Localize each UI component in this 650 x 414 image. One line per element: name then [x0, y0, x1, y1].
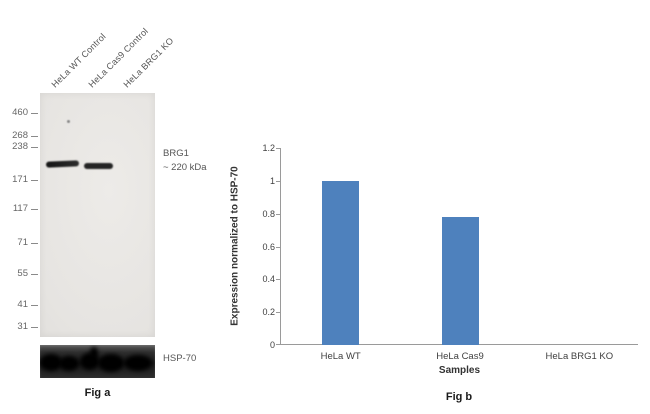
loading-control-label: HSP-70: [163, 353, 197, 364]
mw-marker-238: 238: [12, 141, 38, 153]
fig-a-caption: Fig a: [84, 387, 111, 399]
y-tick-label: 1: [269, 175, 275, 186]
y-tick-mark: [276, 148, 281, 149]
mw-marker-value: 117: [12, 203, 28, 214]
y-tick-label: 0.6: [262, 241, 275, 252]
mw-marker-tick: [31, 326, 38, 328]
brg1-band-lane1: [45, 160, 80, 168]
y-tick-mark: [276, 344, 281, 345]
mw-marker-value: 460: [12, 107, 28, 118]
mw-marker-71: 71: [17, 237, 38, 249]
mw-marker-tick: [31, 146, 38, 148]
mw-marker-value: 71: [17, 237, 28, 248]
brg1-blot-image: [40, 93, 155, 337]
mw-marker-value: 238: [12, 141, 28, 152]
x-axis-label: Samples: [438, 365, 481, 376]
y-tick-label: 0.8: [262, 208, 275, 219]
mw-marker-tick: [31, 273, 38, 275]
x-category-label: HeLa WT: [320, 351, 361, 362]
mw-marker-tick: [31, 179, 38, 181]
bar-hela-wt: [322, 180, 360, 345]
mw-marker-value: 171: [12, 174, 28, 185]
x-category-label: HeLa BRG1 KO: [545, 351, 614, 362]
y-tick-mark: [276, 246, 281, 248]
mw-marker-tick: [31, 304, 38, 306]
mw-marker-171: 171: [12, 174, 38, 186]
mw-marker-41: 41: [17, 299, 38, 311]
mw-marker-31: 31: [17, 321, 38, 333]
mw-marker-tick: [31, 208, 38, 210]
hsp70-band: [59, 356, 79, 371]
mw-marker-value: 268: [12, 130, 28, 141]
y-tick-mark: [276, 279, 281, 281]
hsp70-band: [90, 347, 98, 359]
mw-marker-tick: [31, 112, 38, 114]
mw-markers: 460 268 238 171 117 71 55 41 31: [0, 0, 38, 414]
y-tick-mark: [276, 213, 281, 215]
band-annotation-target: BRG1: [163, 148, 189, 159]
band-annotation-mw: ~ 220 kDa: [163, 162, 207, 173]
mw-marker-value: 31: [17, 321, 28, 332]
mw-marker-tick: [31, 242, 38, 244]
mw-marker-460: 460: [12, 107, 38, 119]
fig-b-caption: Fig b: [445, 391, 473, 403]
y-tick-label: 1.2: [262, 143, 275, 153]
brg1-band-lane2: [84, 163, 113, 169]
hsp70-band: [98, 354, 124, 372]
y-tick-mark: [276, 312, 281, 314]
mw-marker-tick: [31, 135, 38, 137]
y-tick-label: 0.2: [262, 307, 275, 318]
blot-speck: [67, 120, 70, 123]
bar-chart-plot: Samples 0 0.2 0.4 0.6 0.8 1 1.2 HeLa WT HeLa Cas…: [262, 143, 638, 376]
bar-hela-cas9: [441, 216, 479, 345]
band-annotation: BRG1 ~ 220 kDa: [163, 147, 207, 175]
mw-marker-55: 55: [17, 268, 38, 280]
y-tick-label: 0.4: [262, 274, 275, 285]
hsp70-band: [124, 355, 152, 371]
y-tick-mark: [276, 180, 281, 182]
mw-marker-value: 41: [17, 299, 28, 310]
mw-marker-268: 268: [12, 130, 38, 142]
x-category-label: HeLa Cas9: [436, 351, 484, 362]
hsp70-blot-image: [40, 345, 155, 378]
hsp70-band: [40, 354, 62, 371]
mw-marker-117: 117: [13, 203, 38, 215]
mw-marker-value: 55: [17, 268, 28, 279]
lane-labels: HeLa WT Control HeLa Cas9 Control HeLa BRG…: [0, 0, 650, 100]
y-tick-label: 0: [269, 340, 275, 350]
